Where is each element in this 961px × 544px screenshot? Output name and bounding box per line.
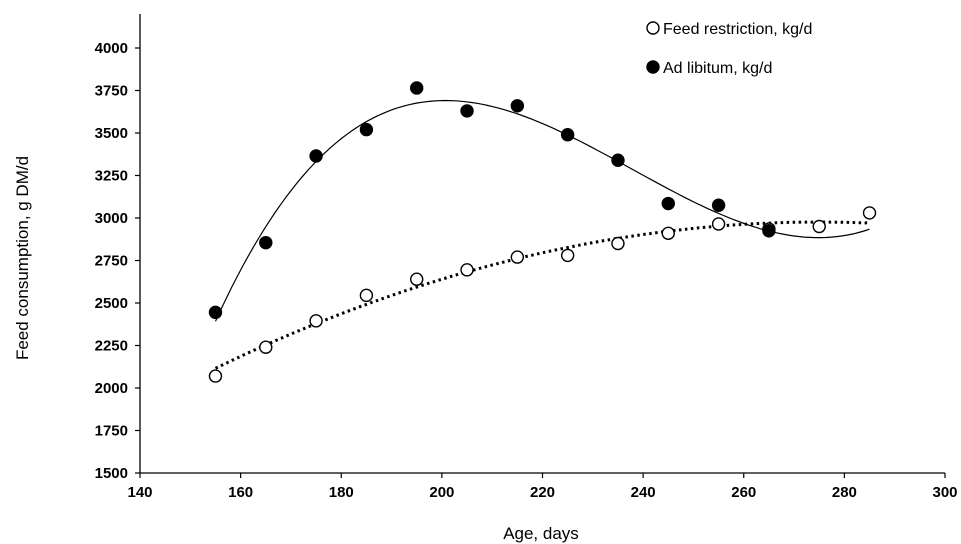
legend-label: Ad libitum, kg/d [663,60,772,77]
x-tick-label: 220 [530,484,555,501]
y-tick-label: 2500 [95,295,128,312]
data-point-series-1 [309,314,323,328]
data-point-series-1 [661,226,675,241]
x-tick-label: 140 [127,484,152,501]
x-tick-label: 280 [832,484,857,501]
y-tick-label: 1500 [95,465,128,482]
y-axis-title: Feed consumption, g DM/d [13,156,32,360]
trendlines [214,99,870,370]
data-point-series-2 [259,235,273,250]
data-points [208,81,877,383]
data-point-series-1 [510,250,525,264]
y-tick-label: 3000 [95,210,128,227]
y-tick-label: 2000 [95,380,128,397]
x-tick-label: 240 [631,484,656,501]
trendline-series-1 [214,220,870,370]
data-point-series-2 [359,122,374,137]
y-tick-label: 2750 [95,253,128,270]
data-point-series-1 [711,217,726,231]
y-tick-label: 3500 [95,125,128,142]
data-point-series-2 [208,305,223,320]
data-point-series-2 [460,104,474,118]
data-point-series-2 [410,81,424,95]
x-axis-ticks: 140 160 180 200 220 240 260 280 300 [127,473,958,501]
y-tick-label: 4000 [95,40,128,57]
x-tick-label: 300 [932,484,957,501]
legend-marker [646,60,660,74]
data-point-series-1 [862,206,877,220]
data-point-series-2 [762,224,776,238]
data-point-series-2 [711,198,726,212]
y-tick-label: 1750 [95,423,128,440]
y-tick-label: 3250 [95,168,128,185]
x-tick-label: 260 [731,484,756,501]
legend: Feed restriction, kg/d Ad libitum, kg/d [646,21,812,77]
data-point-series-1 [259,340,273,354]
data-point-series-2 [661,196,675,211]
x-tick-label: 200 [429,484,454,501]
data-point-series-1 [460,263,474,277]
legend-label: Feed restriction, kg/d [663,21,812,38]
data-point-series-2 [560,127,575,142]
data-point-series-2 [611,153,625,167]
data-point-series-1 [359,288,374,303]
legend-marker [646,21,660,35]
y-tick-label: 2250 [95,338,128,355]
trendline-series-2 [214,99,870,322]
data-point-series-2 [510,99,525,113]
data-point-series-1 [611,236,625,251]
x-tick-label: 160 [228,484,253,501]
x-tick-label: 180 [329,484,354,501]
data-point-series-1 [812,219,826,234]
y-tick-label: 3750 [95,83,128,100]
x-axis-title: Age, days [503,524,579,543]
data-point-series-1 [208,369,223,383]
data-point-series-1 [410,272,424,286]
y-axis-ticks: 1500 1750 2000 2250 2500 2750 3000 3250 3500 3750… [95,40,140,482]
data-point-series-2 [309,149,323,163]
data-point-series-1 [560,248,575,263]
